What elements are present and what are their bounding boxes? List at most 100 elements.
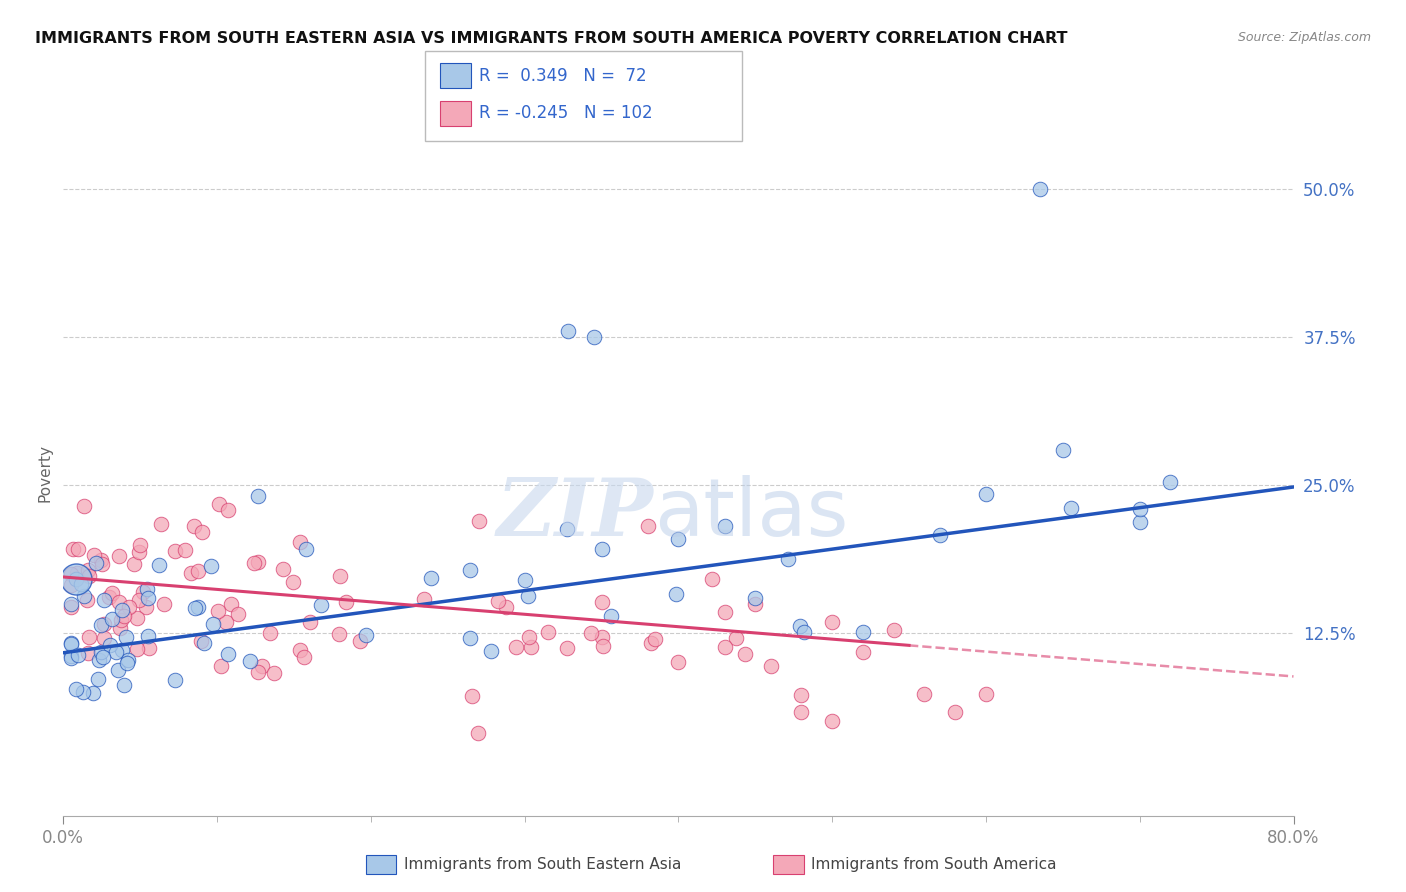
Point: [207, 604, 229, 618]
Point: [724, 631, 747, 645]
Point: [67, 541, 90, 556]
Point: [104, 645, 127, 659]
Point: [1129, 516, 1152, 530]
Point: [153, 597, 176, 611]
Point: [582, 329, 605, 343]
Point: [150, 516, 173, 531]
Point: [125, 642, 148, 657]
Point: [821, 714, 844, 729]
Point: [1129, 502, 1152, 516]
Point: [77, 630, 100, 644]
Point: [72, 685, 94, 699]
Point: [592, 639, 614, 653]
Point: [1059, 501, 1081, 516]
Point: [124, 557, 146, 571]
Point: [700, 573, 723, 587]
Text: ZIP: ZIP: [496, 475, 654, 553]
Point: [110, 613, 132, 627]
Point: [217, 503, 239, 517]
Point: [467, 726, 489, 740]
Point: [247, 555, 270, 569]
Point: [789, 619, 811, 633]
Point: [90, 557, 112, 571]
Point: [59, 651, 82, 665]
Point: [86, 673, 108, 687]
Point: [600, 609, 623, 624]
Point: [243, 556, 266, 570]
Text: R = -0.245   N = 102: R = -0.245 N = 102: [479, 104, 652, 122]
Point: [640, 635, 662, 649]
Text: Source: ZipAtlas.com: Source: ZipAtlas.com: [1237, 31, 1371, 45]
Point: [420, 571, 443, 585]
Point: [329, 568, 352, 582]
Point: [93, 592, 115, 607]
Point: [537, 624, 560, 639]
Point: [193, 636, 215, 650]
Text: Immigrants from South America: Immigrants from South America: [811, 857, 1057, 871]
Point: [87, 653, 110, 667]
Point: [495, 599, 517, 614]
Point: [200, 558, 222, 573]
Point: [250, 658, 273, 673]
Point: [138, 640, 160, 655]
Point: [461, 689, 484, 703]
Point: [111, 603, 134, 617]
Point: [59, 636, 82, 650]
Point: [73, 500, 96, 514]
Point: [148, 558, 170, 572]
Point: [73, 589, 96, 603]
Point: [77, 569, 100, 583]
Point: [505, 640, 527, 654]
Point: [128, 545, 150, 559]
Point: [356, 628, 378, 642]
Point: [82, 686, 104, 700]
Point: [76, 563, 98, 577]
Point: [187, 599, 209, 614]
Point: [190, 634, 212, 648]
Point: [557, 641, 579, 656]
Point: [665, 587, 688, 601]
Point: [59, 599, 82, 614]
Point: [91, 650, 114, 665]
Point: [110, 621, 132, 635]
Point: [520, 640, 543, 655]
Point: [292, 650, 315, 665]
Point: [412, 591, 434, 606]
Point: [183, 519, 205, 533]
Point: [928, 528, 950, 542]
Point: [557, 324, 579, 338]
Point: [914, 688, 936, 702]
Point: [759, 658, 782, 673]
Point: [59, 648, 82, 663]
Point: [852, 645, 875, 659]
Point: [776, 552, 799, 566]
Point: [115, 631, 138, 645]
Point: [790, 705, 813, 719]
Point: [259, 625, 281, 640]
Point: [591, 541, 613, 556]
Point: [852, 625, 875, 640]
Point: [309, 598, 332, 612]
Point: [209, 659, 232, 673]
Point: [217, 647, 239, 661]
Point: [93, 616, 115, 631]
Point: [70, 577, 93, 591]
Point: [226, 607, 249, 621]
Point: [821, 615, 844, 630]
Point: [666, 655, 689, 669]
Point: [138, 591, 160, 606]
Point: [974, 687, 997, 701]
Point: [458, 563, 481, 577]
Point: [173, 543, 195, 558]
Point: [59, 637, 82, 651]
Point: [1029, 181, 1052, 195]
Point: [1052, 443, 1074, 458]
Point: [135, 600, 157, 615]
Point: [215, 615, 238, 629]
Point: [1159, 475, 1181, 489]
Point: [90, 618, 112, 632]
Point: [59, 597, 82, 611]
Point: [555, 522, 578, 536]
Point: [263, 665, 285, 680]
Point: [581, 626, 603, 640]
